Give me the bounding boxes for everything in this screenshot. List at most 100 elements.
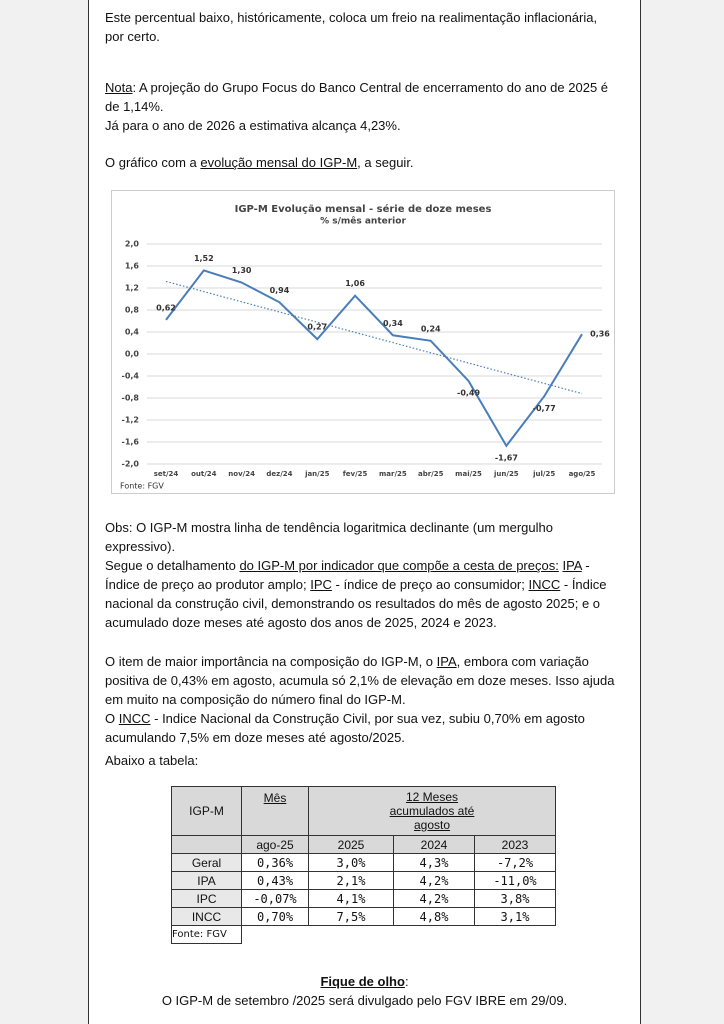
table-header-text: 12 Meses acumulados até agosto <box>389 790 475 832</box>
table-subheader: 2025 <box>308 835 394 854</box>
paragraph: Abaixo a tabela: <box>105 751 615 770</box>
footer-heading-text: Fique de olho <box>320 974 405 989</box>
table-header: IGP-M <box>171 786 242 836</box>
text-run: IPC <box>310 577 332 592</box>
table-cell: 4,2% <box>393 871 475 890</box>
text-run: IPA <box>562 558 582 573</box>
text-run: O gráfico com a <box>105 155 201 170</box>
chart-subtitle: % s/mês anterior <box>320 216 406 227</box>
data-label: 0,36 <box>590 330 610 339</box>
paragraph: O item de maior importância na composiçã… <box>105 652 615 709</box>
x-tick-label: out/24 <box>191 470 217 478</box>
text-run: do IGP-M por indicador que compõe a cest… <box>239 558 559 573</box>
paragraph: Segue o detalhamento do IGP-M por indica… <box>105 556 615 632</box>
y-tick-label: -2,0 <box>122 460 140 469</box>
y-tick-label: 0,8 <box>125 306 140 315</box>
data-label: 0,24 <box>421 324 441 333</box>
y-tick-label: 1,2 <box>125 284 139 293</box>
text-run: Segue o detalhamento <box>105 558 240 573</box>
data-label: 1,30 <box>232 266 252 275</box>
paragraph: O INCC - Indice Nacional da Construção C… <box>105 709 615 747</box>
table-cell: 4,8% <box>393 907 475 926</box>
table-cell <box>242 926 556 944</box>
text-run: Nota <box>105 80 133 95</box>
table-cell: -0,07% <box>241 889 309 908</box>
y-tick-label: 0,4 <box>125 328 140 337</box>
data-label: 1,06 <box>345 279 365 288</box>
paragraph: Nota: A projeção do Grupo Focus do Banco… <box>105 78 615 116</box>
footer-heading: Fique de olho: <box>89 972 640 991</box>
x-tick-label: jan/25 <box>304 470 330 478</box>
text-run: O <box>105 711 119 726</box>
y-tick-label: -1,2 <box>122 416 140 425</box>
paragraph: Obs: O IGP-M mostra linha de tendência l… <box>105 518 615 556</box>
text-run: - índice de preço ao consumidor; <box>331 577 529 592</box>
data-label: 0,34 <box>383 319 403 328</box>
x-tick-label: nov/24 <box>228 470 255 478</box>
table-subheader: 2023 <box>474 835 556 854</box>
table-cell: 4,2% <box>393 889 475 908</box>
data-label: -0,49 <box>457 388 480 397</box>
table-row: IPA 0,43% 2,1% 4,2% -11,0% <box>171 871 556 890</box>
table-subheader: ago-25 <box>241 835 309 854</box>
table-subheader: 2024 <box>393 835 475 854</box>
footer-text: O IGP-M de setembro /2025 será divulgado… <box>161 993 568 1008</box>
table-cell: 0,70% <box>241 907 309 926</box>
paragraph: Já para o ano de 2026 a estimativa alcan… <box>105 116 615 135</box>
table-cell: IPA <box>171 871 242 890</box>
x-tick-label: fev/25 <box>343 470 368 478</box>
text-run: - Índice nacional da construção civil, d… <box>105 577 607 630</box>
table-header: Mês <box>241 786 309 836</box>
table-row: IPC -0,07% 4,1% 4,2% 3,8% <box>171 889 556 908</box>
data-label: 0,27 <box>307 323 327 332</box>
data-label: -0,77 <box>533 404 556 413</box>
data-line <box>165 269 583 448</box>
table-cell: 3,0% <box>308 853 394 872</box>
table-row: Geral 0,36% 3,0% 4,3% -7,2% <box>171 853 556 872</box>
document: IGP-M Evolução mensal - série de doze me… <box>88 0 641 1024</box>
x-tick-label: jun/25 <box>493 470 519 478</box>
table-cell: 2,1% <box>308 871 394 890</box>
table-row: Fonte: FGV <box>171 925 556 944</box>
table-cell: 3,8% <box>474 889 556 908</box>
y-tick-label: -0,4 <box>122 372 140 381</box>
text-run: INCC <box>528 577 561 592</box>
table-cell: 4,3% <box>393 853 475 872</box>
paragraph: O gráfico com a evolução mensal do IGP-M… <box>105 153 615 172</box>
table-header: 12 Meses acumulados até agosto <box>308 786 556 836</box>
data-label: -1,67 <box>495 453 518 462</box>
table: IGP-M Mês 12 Meses acumulados até agosto… <box>171 786 556 944</box>
text-run: Abaixo a tabela: <box>105 753 199 768</box>
x-tick-label: ago/25 <box>569 470 596 478</box>
text-run: Obs: O IGP-M mostra linha de tendência l… <box>105 520 553 554</box>
chart-source: Fonte: FGV <box>120 482 164 491</box>
x-tick-label: dez/24 <box>266 470 292 478</box>
table-cell: 4,1% <box>308 889 394 908</box>
footer: Fique de olho: O IGP-M de setembro /2025… <box>89 972 640 1010</box>
footer-heading-suffix: : <box>404 974 409 989</box>
x-tick-label: set/24 <box>154 470 179 478</box>
x-tick-label: jul/25 <box>532 470 555 478</box>
x-tick-label: mai/25 <box>455 470 482 478</box>
table-cell: IPC <box>171 889 242 908</box>
text-run: , a seguir. <box>357 155 414 170</box>
data-label: 1,52 <box>194 254 214 263</box>
table-cell: INCC <box>171 907 242 926</box>
table-cell: 7,5% <box>308 907 394 926</box>
y-tick-label: -1,6 <box>122 438 140 447</box>
table-row: INCC 0,70% 7,5% 4,8% 3,1% <box>171 907 556 926</box>
data-label: 0,62 <box>156 303 176 312</box>
text-run: - Índice de preço ao produtor amplo; <box>105 558 590 592</box>
chart: IGP-M Evolução mensal - série de doze me… <box>111 190 615 494</box>
text-run: evolução mensal do IGP-M <box>200 155 358 170</box>
paragraph: Este percentual baixo, históricamente, c… <box>105 8 615 46</box>
text-run: INCC <box>118 711 151 726</box>
table-cell: 0,36% <box>241 853 309 872</box>
text-run: IPA <box>436 654 457 669</box>
table-cell: 3,1% <box>474 907 556 926</box>
y-tick-label: 2,0 <box>125 240 140 249</box>
text-run: , embora com variação positiva de 0,43% … <box>105 654 615 707</box>
y-tick-label: -0,8 <box>122 394 140 403</box>
text-run: - Indice Nacional da Construção Civil, p… <box>105 711 585 745</box>
